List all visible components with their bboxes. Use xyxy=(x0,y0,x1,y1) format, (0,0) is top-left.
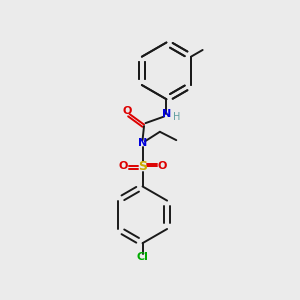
Text: Cl: Cl xyxy=(136,252,148,262)
Text: S: S xyxy=(138,160,147,173)
Text: O: O xyxy=(158,161,167,171)
Text: N: N xyxy=(138,138,147,148)
Text: O: O xyxy=(122,106,131,116)
Text: O: O xyxy=(118,161,128,171)
Text: H: H xyxy=(173,112,181,122)
Text: N: N xyxy=(162,109,171,119)
